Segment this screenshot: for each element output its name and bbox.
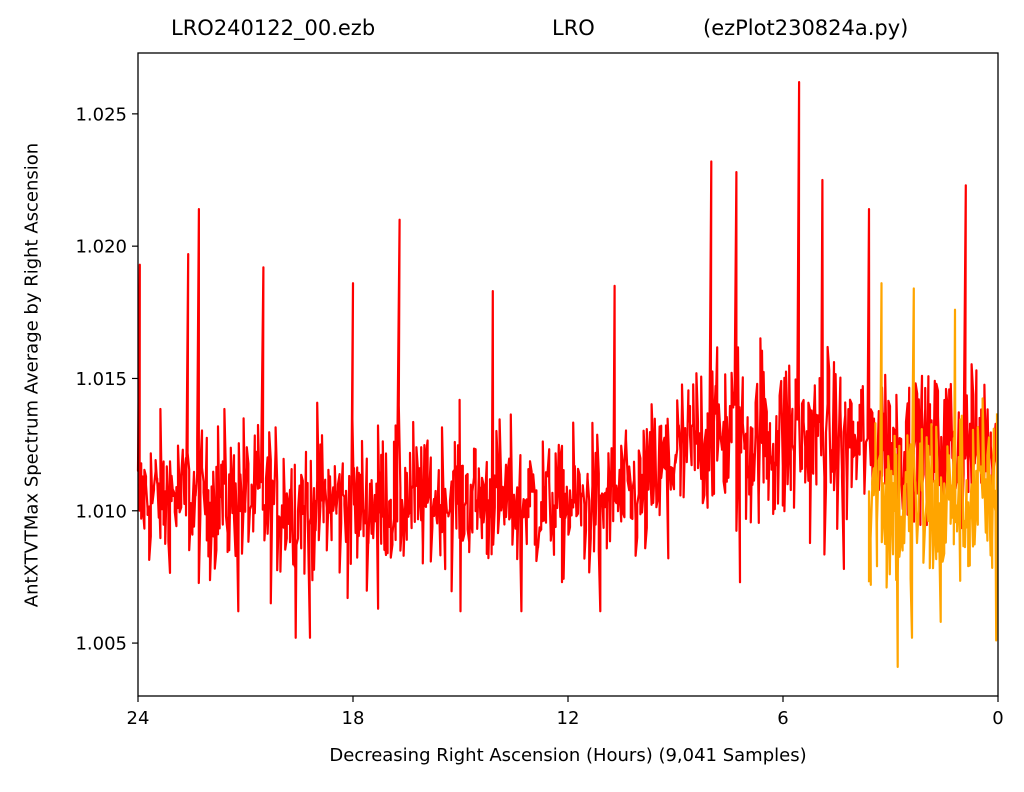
series-line-1 <box>136 81 999 639</box>
x-tick-label: 6 <box>777 708 788 729</box>
series-layer <box>136 81 999 668</box>
x-tick-label: 12 <box>557 708 580 729</box>
y-tick-label: 1.010 <box>75 501 127 522</box>
x-tick-label: 0 <box>992 708 1003 729</box>
y-tick-label: 1.005 <box>75 634 127 655</box>
axis-layer: 24 18 12 6 0 1.005 1.010 1.015 1.020 1.025 <box>75 104 1003 729</box>
y-tick-label: 1.015 <box>75 369 127 390</box>
chart-title-filename: LRO240122_00.ezb <box>171 16 376 40</box>
chart-title-script: (ezPlot230824a.py) <box>703 16 909 40</box>
x-tick-label: 18 <box>342 708 365 729</box>
x-tick-label: 24 <box>127 708 150 729</box>
y-tick-label: 1.020 <box>75 237 127 258</box>
series-line-2 <box>867 282 999 668</box>
chart-title-station: LRO <box>552 16 595 40</box>
y-tick-label: 1.025 <box>75 104 127 125</box>
x-axis-label: Decreasing Right Ascension (Hours) (9,04… <box>329 745 807 766</box>
y-axis-label: AntXTVTMax Spectrum Average by Right Asc… <box>21 142 43 608</box>
